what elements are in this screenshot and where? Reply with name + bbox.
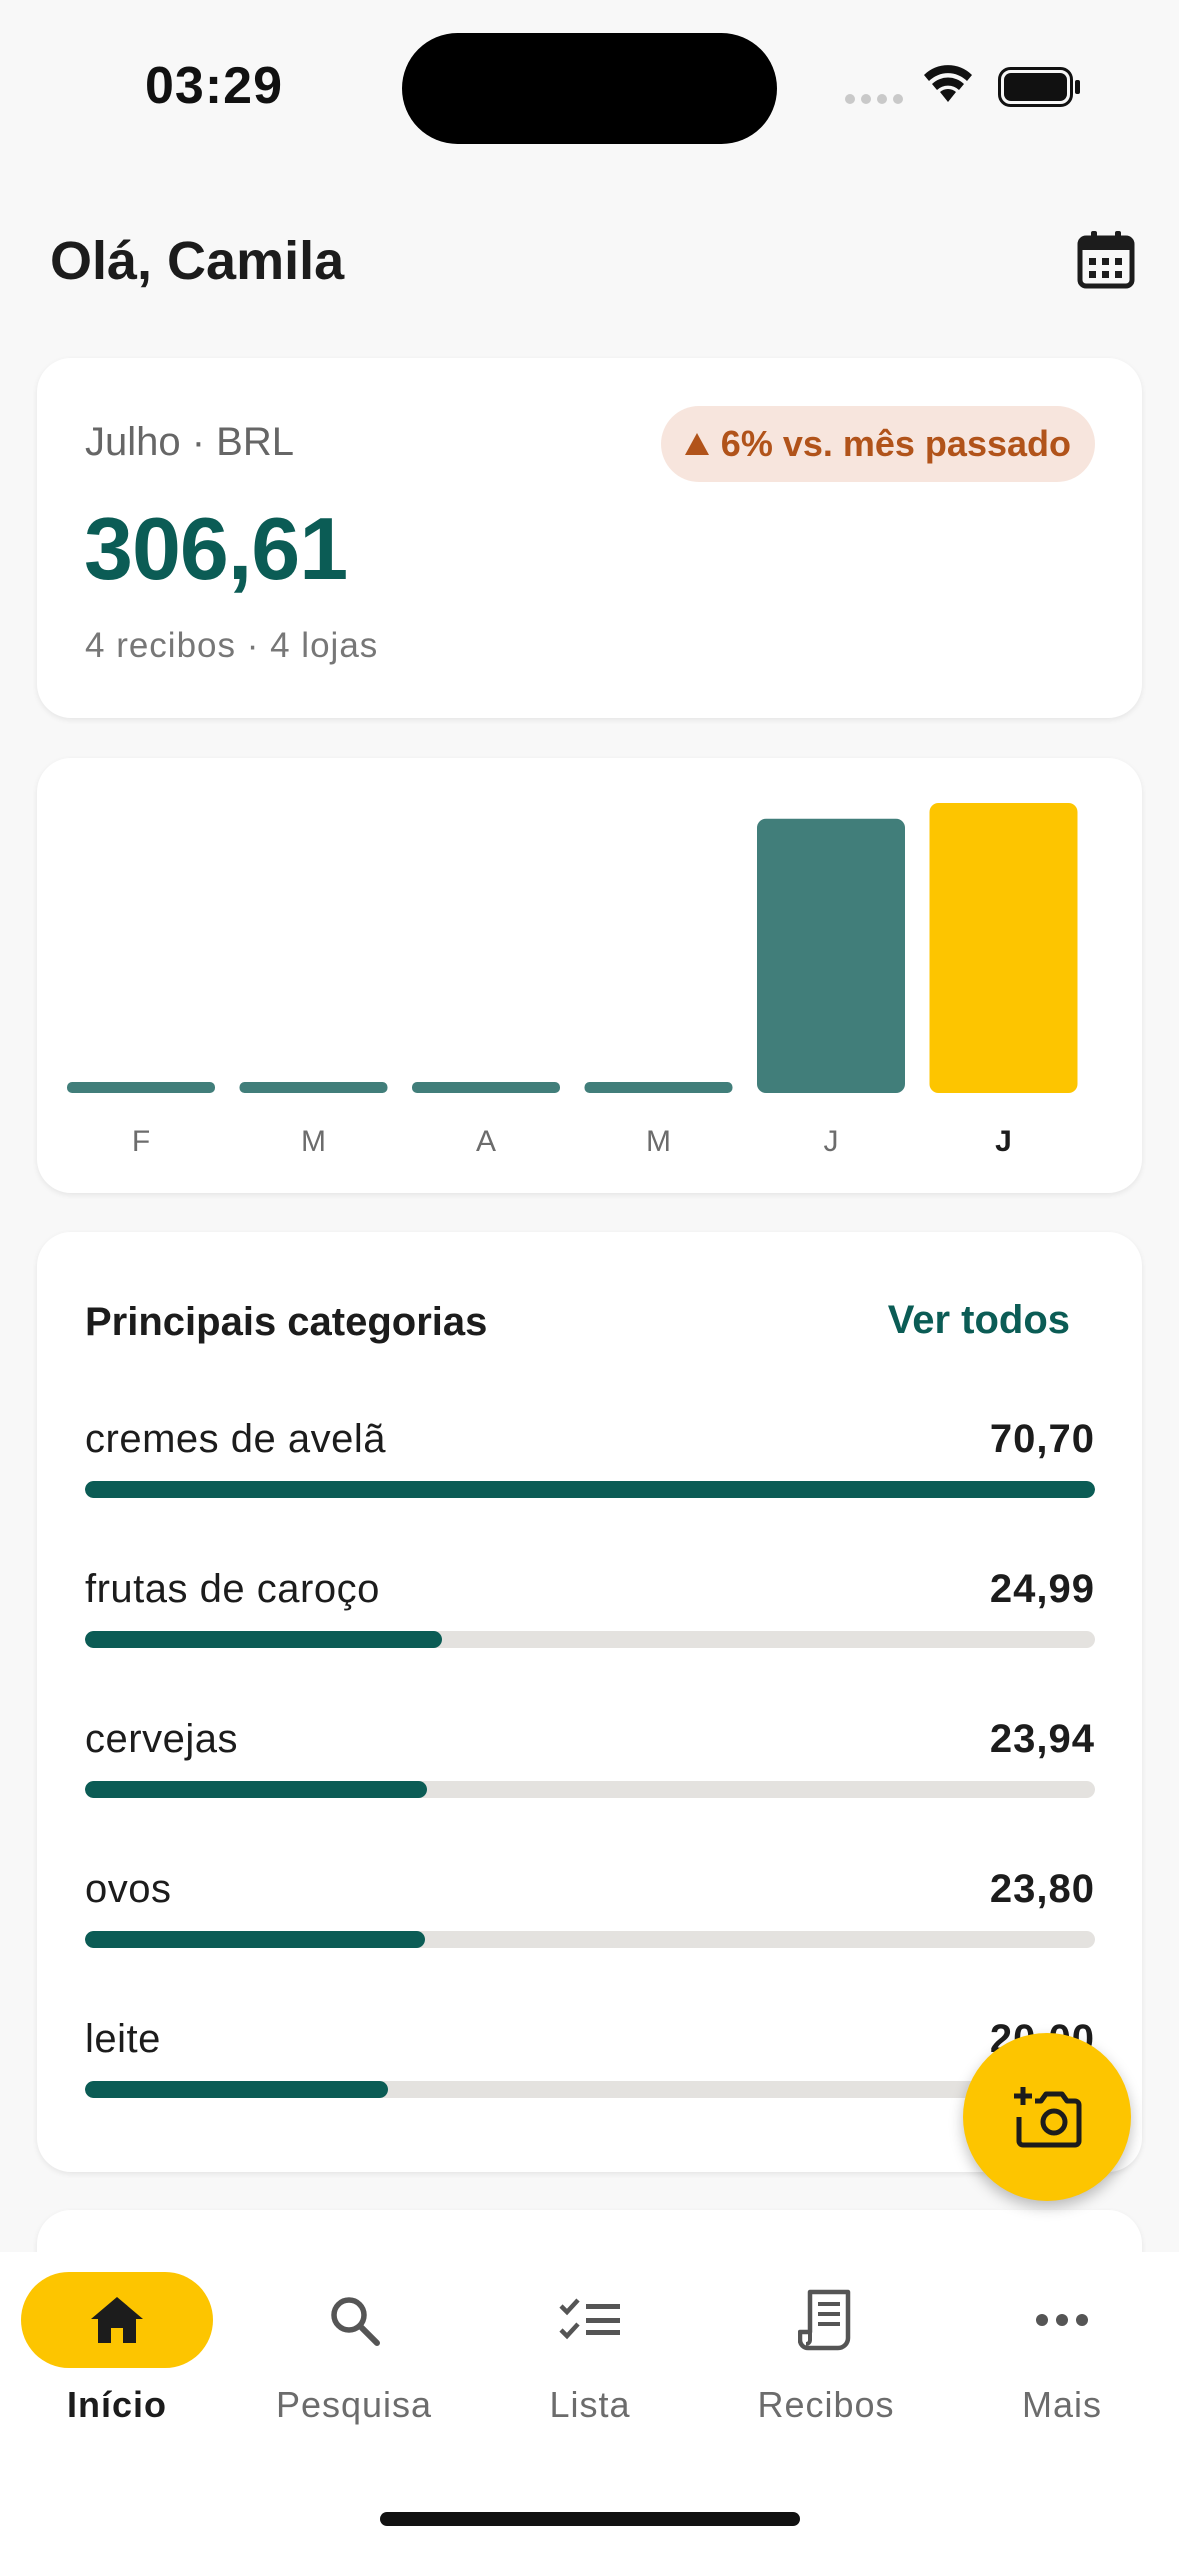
top-categories-card: Principais categorias Ver todos cremes d… xyxy=(37,1232,1142,2172)
nav-label: Recibos xyxy=(757,2384,895,2425)
section-title: Principais categorias xyxy=(85,1300,488,1344)
category-row[interactable]: ovos 23,80 xyxy=(85,1867,1095,1967)
receipt-store-counts: 4 recibos · 4 lojas xyxy=(85,626,379,665)
cellular-signal-icon xyxy=(845,94,903,104)
category-progress-fill xyxy=(85,1931,426,1948)
category-progress-bar xyxy=(85,2081,1095,2098)
category-amount: 70,70 xyxy=(989,1417,1095,1461)
search-icon xyxy=(331,2297,380,2346)
category-amount: 23,94 xyxy=(989,1717,1095,1761)
nav-pill xyxy=(21,2272,213,2368)
nav-item-mais[interactable]: Mais xyxy=(962,2272,1162,2442)
nav-item-lista[interactable]: Lista xyxy=(490,2272,690,2442)
category-name: ovos xyxy=(85,1867,172,1911)
calendar-button[interactable] xyxy=(1074,228,1138,292)
category-progress-bar xyxy=(85,1781,1095,1798)
chart-bar-0 xyxy=(67,1082,215,1093)
nav-label: Início xyxy=(66,2384,167,2425)
category-name: leite xyxy=(85,2017,161,2061)
period-label: Julho · BRL xyxy=(85,420,294,464)
chart-bar-5 xyxy=(929,803,1078,1093)
category-name: cervejas xyxy=(85,1717,238,1761)
category-progress-fill xyxy=(85,1781,428,1798)
category-row[interactable]: cremes de avelã 70,70 xyxy=(85,1417,1095,1517)
chart-bar-4 xyxy=(757,818,905,1093)
category-progress-bar xyxy=(85,1481,1095,1498)
nav-pill xyxy=(966,2272,1158,2368)
battery-icon xyxy=(998,67,1080,107)
category-amount: 24,99 xyxy=(989,1567,1095,1611)
nav-label: Pesquisa xyxy=(275,2384,433,2425)
month-summary-card[interactable]: Julho · BRL 6% vs. mês passado 306,61 4 … xyxy=(37,358,1142,718)
more-icon xyxy=(1036,2314,1088,2326)
category-progress-fill xyxy=(85,1481,1095,1498)
nav-pill xyxy=(494,2272,686,2368)
category-amount: 23,80 xyxy=(989,1867,1095,1911)
add-photo-icon xyxy=(1014,2087,1082,2148)
status-time: 03:29 xyxy=(145,57,283,115)
see-all-link[interactable]: Ver todos xyxy=(887,1298,1070,1342)
chart-bar-2 xyxy=(412,1082,560,1093)
chart-month-label: J xyxy=(824,1125,839,1158)
status-bar: 03:29 xyxy=(0,0,1179,150)
nav-pill xyxy=(730,2272,922,2368)
arrow-up-icon xyxy=(684,433,709,455)
category-progress-bar xyxy=(85,1631,1095,1648)
category-name: cremes de avelã xyxy=(85,1417,386,1461)
category-row[interactable]: cervejas 23,94 xyxy=(85,1717,1095,1817)
receipt-icon xyxy=(798,2289,851,2351)
category-progress-bar xyxy=(85,1931,1095,1948)
scan-receipt-button[interactable] xyxy=(963,2033,1131,2201)
greeting-title: Olá, Camila xyxy=(50,231,345,291)
nav-item-recibos[interactable]: Recibos xyxy=(726,2272,926,2442)
category-progress-fill xyxy=(85,1631,442,1648)
chart-month-label: M xyxy=(646,1125,671,1158)
nav-label: Mais xyxy=(1021,2384,1102,2425)
category-row[interactable]: leite20,00 xyxy=(85,2017,1095,2117)
category-name: frutas de caroço xyxy=(85,1567,380,1611)
checklist-icon xyxy=(559,2298,620,2340)
chart-month-label: A xyxy=(476,1125,496,1158)
trend-badge: 6% vs. mês passado xyxy=(660,406,1095,482)
category-row[interactable]: frutas de caroço 24,99 xyxy=(85,1567,1095,1667)
nav-item-inicio[interactable]: Início xyxy=(17,2272,217,2442)
chart-month-label: J xyxy=(995,1125,1012,1158)
home-indicator xyxy=(380,2512,800,2526)
month-total: 306,61 xyxy=(84,499,348,598)
chart-month-label: M xyxy=(301,1125,326,1158)
trend-text: 6% vs. mês passado xyxy=(720,423,1071,464)
chart-bar-1 xyxy=(239,1082,388,1093)
calendar-icon xyxy=(1077,231,1135,289)
nav-item-pesquisa[interactable]: Pesquisa xyxy=(254,2272,454,2442)
wifi-icon xyxy=(924,65,972,102)
dynamic-island xyxy=(402,33,777,144)
bottom-navigation: Início Pesquisa Lista xyxy=(0,2252,1179,2556)
nav-label: Lista xyxy=(549,2384,631,2425)
chart-bar-3 xyxy=(584,1082,733,1093)
home-icon xyxy=(91,2297,143,2343)
category-progress-fill xyxy=(85,2081,388,2098)
chart-month-label: F xyxy=(132,1125,150,1158)
nav-pill xyxy=(258,2272,450,2368)
